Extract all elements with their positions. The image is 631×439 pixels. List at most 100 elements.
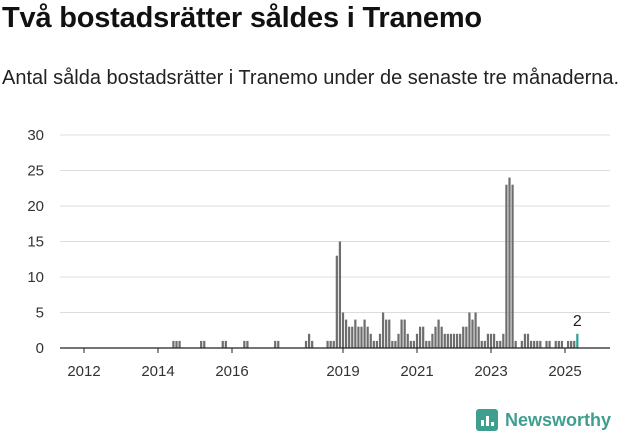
bar [434,326,437,348]
bar [338,241,342,348]
y-axis: 0 5 10 15 20 25 30 [27,127,44,357]
x-tick-label: 2019 [326,363,359,380]
bar [381,312,385,348]
bar [437,319,440,348]
bar [455,333,459,348]
bar [400,319,403,348]
y-tick-label: 10 [27,269,44,286]
bar [200,340,203,348]
bar [221,340,224,348]
x-tick-label: 2023 [474,363,507,380]
bar [465,326,468,348]
bar [348,326,351,348]
bars: 2 [172,177,582,348]
bar [357,326,360,348]
y-tick-label: 25 [27,163,44,180]
bar [474,312,477,348]
bar [406,333,409,348]
bar [446,333,449,348]
bar [477,326,480,348]
bar [397,333,400,348]
y-tick-label: 20 [27,198,44,215]
bar [443,333,446,348]
grid-lines [60,134,610,313]
x-tick-label: 2014 [141,363,174,380]
bar [480,340,483,348]
bar [326,340,329,348]
bar [449,333,453,348]
bar [369,333,372,348]
bar [243,340,246,348]
bar [403,319,406,348]
bar [388,319,391,348]
bar [431,333,434,348]
bar [172,340,175,348]
bar [363,319,366,348]
bar [492,333,496,348]
highlight-bar [576,333,579,348]
bar [462,326,465,348]
bar [332,340,335,348]
bar [335,255,338,348]
brand-name: Newsworthy [505,409,612,430]
highlight-value-label: 2 [573,313,582,330]
newsworthy-logo: Newsworthy [476,409,611,431]
x-tick-label: 2021 [400,363,433,380]
bar [422,326,425,348]
bar [304,340,308,348]
bar [311,340,314,348]
bar [354,319,357,348]
bar [496,340,499,348]
bar [224,340,227,348]
y-tick-label: 0 [36,340,44,357]
y-tick-label: 5 [36,305,44,322]
bar [554,340,557,348]
bar [566,340,570,348]
bar [307,333,311,348]
bar [178,340,181,348]
bar [277,340,280,348]
bar [557,340,560,348]
bar [366,326,369,348]
bar [483,340,486,348]
newsworthy-icon [476,409,498,431]
bar [394,340,397,348]
bar [344,319,348,348]
bar [175,340,178,348]
bar [274,340,277,348]
bar [452,333,456,348]
bar [489,333,493,348]
bar [418,326,422,348]
y-tick-label: 15 [27,234,44,251]
bar [526,333,530,348]
chart-title: Två bostadsrätter såldes i Tranemo [2,2,482,34]
bar [539,340,542,348]
bar [440,326,443,348]
bar [375,340,379,348]
bar [329,340,332,348]
bar [468,312,471,348]
bar [425,340,428,348]
x-tick-label: 2012 [67,363,100,380]
chart-subtitle: Antal sålda bostadsrätter i Tranemo unde… [2,67,620,89]
bar [545,340,548,348]
bar [378,333,382,348]
bar [415,333,419,348]
bar [385,319,388,348]
y-tick-label: 30 [27,127,44,144]
bar [203,340,206,348]
bar [409,340,412,348]
bar [341,312,345,348]
bar [499,340,502,348]
bar [412,340,416,348]
bar [502,333,505,348]
bar [560,340,564,348]
bar [548,340,551,348]
bar [523,333,527,348]
bar [360,326,363,348]
bar [529,340,533,348]
bar [351,326,354,348]
bar [514,340,517,348]
bar [459,333,462,348]
